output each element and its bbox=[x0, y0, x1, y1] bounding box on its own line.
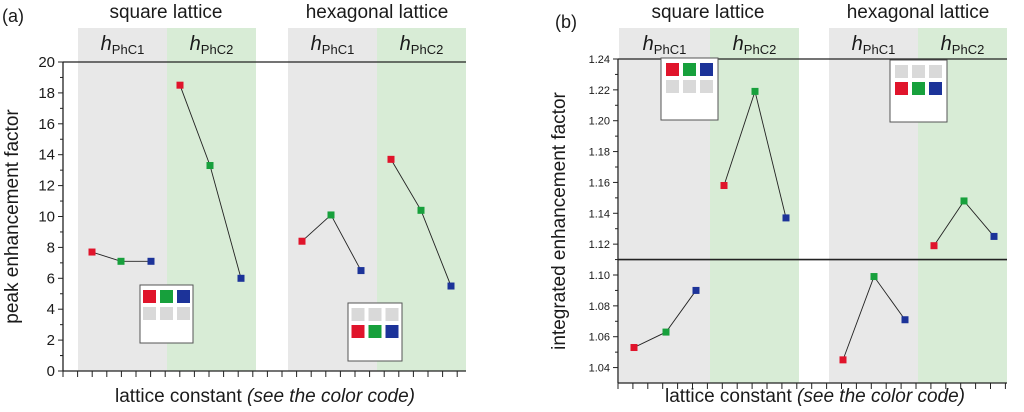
color-code-blank bbox=[385, 308, 399, 321]
color-code-swatch bbox=[177, 290, 190, 303]
color-code-blank bbox=[143, 307, 156, 320]
data-point bbox=[447, 282, 455, 290]
data-point bbox=[357, 267, 365, 275]
group-title: hexagonal lattice bbox=[306, 2, 449, 23]
group-title: square lattice bbox=[651, 2, 764, 23]
color-code-blank bbox=[177, 307, 190, 320]
data-point bbox=[990, 232, 998, 240]
y-tick-label: 1.18 bbox=[589, 147, 610, 159]
y-tick-label: 1.24 bbox=[589, 54, 610, 66]
y-tick-label: 1.12 bbox=[589, 239, 610, 251]
data-point bbox=[117, 257, 125, 265]
y-tick-label: 20 bbox=[38, 54, 55, 71]
y-tick-label: 1.04 bbox=[589, 363, 610, 375]
color-code-swatch bbox=[143, 290, 156, 303]
panel-label: (b) bbox=[555, 12, 577, 32]
data-point bbox=[147, 257, 155, 265]
data-point bbox=[237, 274, 245, 282]
panel-a: 0 2 4 6 8 10 12 14 16 18 20 (a) square lattice hexago… bbox=[2, 2, 466, 407]
data-point bbox=[206, 162, 214, 170]
data-point bbox=[901, 316, 909, 324]
band-2 bbox=[710, 28, 799, 383]
color-code-blank bbox=[683, 80, 696, 93]
y-tick-label: 18 bbox=[38, 85, 55, 102]
y-tick-label: 1.14 bbox=[589, 208, 610, 220]
color-code-swatch bbox=[351, 325, 365, 338]
data-point bbox=[630, 344, 638, 352]
group-title: square lattice bbox=[109, 2, 222, 23]
x-axis-label: lattice constant (see the color code) bbox=[115, 386, 415, 407]
y-tick-label: 10 bbox=[38, 209, 55, 226]
data-point bbox=[176, 81, 184, 89]
color-code-blank bbox=[895, 65, 908, 78]
color-code-swatch bbox=[912, 82, 925, 95]
thickness-label: hPhC1 bbox=[311, 33, 355, 57]
y-tick-label: 14 bbox=[38, 147, 55, 164]
color-code-blank bbox=[368, 308, 382, 321]
color-code-swatch bbox=[666, 63, 679, 76]
thickness-label: hPhC2 bbox=[733, 33, 777, 57]
y-axis-label: integrated enhancement factor bbox=[549, 91, 570, 349]
thickness-label: hPhC1 bbox=[643, 33, 687, 57]
color-code-blank bbox=[700, 80, 713, 93]
thickness-label: hPhC2 bbox=[190, 33, 234, 57]
data-point bbox=[387, 155, 395, 163]
thickness-label: hPhC1 bbox=[101, 33, 145, 57]
y-tick-label: 4 bbox=[47, 301, 55, 318]
y-tick-label: 1.06 bbox=[589, 332, 610, 344]
data-point bbox=[782, 214, 790, 222]
color-code-blank bbox=[351, 308, 365, 321]
y-tick-label: 2 bbox=[47, 332, 55, 349]
data-point bbox=[839, 356, 847, 364]
x-axis-label: lattice constant (see the color code) bbox=[665, 386, 965, 407]
color-code-swatch bbox=[683, 63, 696, 76]
panel-label: (a) bbox=[2, 6, 24, 26]
y-tick-label: 0 bbox=[47, 363, 55, 380]
data-point bbox=[327, 211, 335, 219]
y-tick-label: 1.08 bbox=[589, 301, 610, 313]
y-tick-label: 12 bbox=[38, 178, 55, 195]
thickness-label: hPhC2 bbox=[941, 33, 985, 57]
data-point bbox=[662, 328, 670, 336]
data-point bbox=[960, 197, 968, 205]
data-point bbox=[417, 206, 425, 214]
data-point bbox=[930, 242, 938, 250]
y-tick-label: 8 bbox=[47, 239, 55, 256]
color-code-blank bbox=[929, 65, 942, 78]
y-tick-label: 1.20 bbox=[589, 116, 610, 128]
data-point bbox=[751, 87, 759, 95]
data-point bbox=[298, 237, 306, 245]
color-code-swatch bbox=[368, 325, 382, 338]
y-tick-label: 1.22 bbox=[589, 85, 610, 97]
thickness-label: hPhC1 bbox=[852, 33, 896, 57]
y-tick-label: 6 bbox=[47, 270, 55, 287]
color-code-swatch bbox=[160, 290, 173, 303]
color-code-swatch bbox=[895, 82, 908, 95]
color-code-blank bbox=[912, 65, 925, 78]
color-code-swatch bbox=[385, 325, 399, 338]
data-point bbox=[870, 273, 878, 281]
data-point bbox=[88, 248, 96, 256]
color-code-swatch bbox=[929, 82, 942, 95]
color-code-swatch bbox=[700, 63, 713, 76]
thickness-label: hPhC2 bbox=[400, 33, 444, 57]
y-tick-label: 16 bbox=[38, 116, 55, 133]
panel-b: 1.04 1.06 1.08 1.10 1.12 1.14 1.16 1.18 1.20 1.22… bbox=[549, 2, 1007, 407]
data-point bbox=[720, 182, 728, 190]
y-tick-label: 1.16 bbox=[589, 177, 610, 189]
color-code-blank bbox=[160, 307, 173, 320]
data-point bbox=[692, 286, 700, 294]
y-tick-label: 1.10 bbox=[589, 270, 610, 282]
group-title: hexagonal lattice bbox=[847, 2, 990, 23]
y-axis-label: peak enhancement factor bbox=[2, 109, 23, 324]
color-code-blank bbox=[666, 80, 679, 93]
